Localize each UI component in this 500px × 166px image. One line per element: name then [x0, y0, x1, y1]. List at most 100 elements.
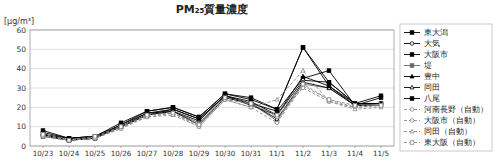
- marker: [223, 92, 227, 96]
- title: PM₂₅質量濃度: [176, 3, 249, 16]
- marker: [67, 138, 71, 142]
- x-tick: [381, 146, 382, 148]
- marker: [67, 138, 71, 142]
- marker: [41, 133, 45, 137]
- marker: [353, 104, 357, 108]
- marker: [327, 84, 331, 88]
- marker: [327, 69, 331, 73]
- series-line: [43, 80, 381, 138]
- y-tick-label: 20: [16, 103, 26, 112]
- marker: [379, 103, 383, 107]
- series-line: [43, 47, 381, 138]
- marker: [171, 111, 175, 115]
- marker: [301, 82, 305, 86]
- legend-marker: [410, 31, 414, 35]
- marker: [67, 138, 71, 142]
- y-tick-label: 0: [21, 142, 26, 151]
- marker: [223, 96, 227, 100]
- x-tick: [95, 146, 96, 148]
- marker: [145, 113, 149, 117]
- x-tick-label: 10/31: [241, 149, 262, 158]
- series-line: [43, 84, 381, 140]
- marker: [67, 138, 71, 142]
- marker: [327, 84, 331, 88]
- series-line: [43, 82, 381, 140]
- marker: [41, 132, 45, 136]
- marker: [353, 104, 357, 108]
- series-line: [43, 71, 381, 141]
- x-tick-label: 10/27: [137, 149, 158, 158]
- x-tick: [173, 146, 174, 148]
- x-tick-label: 10/24: [59, 149, 80, 158]
- marker: [93, 135, 97, 139]
- marker: [67, 138, 71, 142]
- marker: [67, 138, 71, 142]
- marker: [379, 96, 383, 100]
- y-axis-label: [μg/m³]: [4, 17, 34, 26]
- y-tick-label: 30: [16, 84, 26, 93]
- x-tick-label: 10/26: [111, 149, 132, 158]
- marker: [145, 113, 149, 117]
- legend-marker: [410, 119, 414, 123]
- legend-marker: [410, 129, 414, 133]
- marker: [275, 121, 279, 125]
- marker: [249, 101, 253, 105]
- marker: [275, 107, 279, 111]
- marker: [119, 125, 123, 129]
- legend-label: 同田: [424, 83, 440, 92]
- legend-label: 堤: [423, 61, 432, 70]
- marker: [145, 113, 149, 117]
- series-line: [43, 88, 381, 140]
- marker: [145, 109, 149, 113]
- marker: [249, 106, 253, 110]
- y-tick-label: 10: [16, 122, 26, 131]
- legend-frame: [400, 24, 492, 151]
- legend-marker: [410, 53, 414, 57]
- marker: [171, 111, 175, 115]
- marker: [171, 111, 175, 115]
- marker: [197, 123, 201, 127]
- marker: [197, 123, 201, 127]
- x-tick: [251, 146, 252, 148]
- marker: [119, 125, 123, 129]
- x-tick-label: 11/4: [347, 149, 364, 158]
- legend-label: 豊中: [424, 72, 440, 81]
- chart: 010203040506010/2310/2410/2510/2610/2710…: [0, 0, 500, 166]
- marker: [119, 125, 123, 129]
- legend-marker: [410, 85, 414, 89]
- x-tick-label: 10/25: [85, 149, 106, 158]
- legend-marker: [410, 74, 414, 78]
- marker: [119, 125, 123, 129]
- legend-label: 河南長野（自動）: [424, 105, 488, 114]
- marker: [67, 138, 71, 142]
- marker: [41, 129, 45, 133]
- marker: [119, 125, 123, 129]
- x-tick: [199, 146, 200, 148]
- x-tick: [277, 146, 278, 148]
- x-tick-label: 11/3: [321, 149, 337, 158]
- marker: [67, 138, 71, 142]
- x-tick: [43, 146, 44, 148]
- legend-label: 大阪市（自動）: [424, 116, 480, 125]
- marker: [197, 115, 201, 119]
- marker: [119, 125, 123, 129]
- x-tick: [69, 146, 70, 148]
- series-line: [43, 84, 381, 140]
- marker: [275, 113, 279, 117]
- x-tick-label: 11/1: [269, 149, 285, 158]
- marker: [223, 96, 227, 100]
- marker: [197, 123, 201, 127]
- marker: [93, 134, 97, 138]
- marker: [327, 98, 331, 102]
- data: [41, 46, 383, 142]
- marker: [93, 135, 97, 139]
- marker: [249, 102, 253, 106]
- marker: [249, 102, 253, 106]
- marker: [275, 97, 279, 101]
- legend-marker: [410, 141, 414, 145]
- legend-marker: [410, 64, 414, 68]
- grid-line: [30, 68, 394, 69]
- marker: [301, 74, 305, 78]
- y-tick-label: 50: [16, 45, 26, 54]
- x-tick-label: 10/23: [33, 149, 54, 158]
